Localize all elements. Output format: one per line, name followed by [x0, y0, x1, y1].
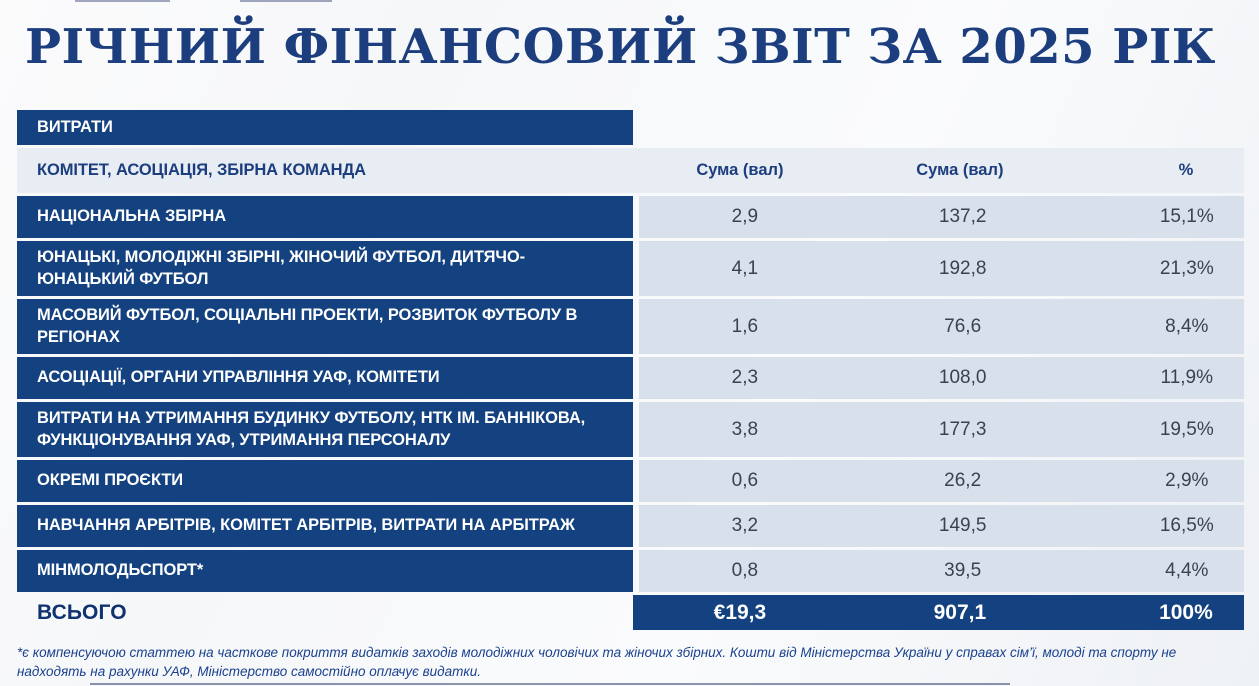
- row-value-sum-1: 3,2: [731, 515, 759, 537]
- row-value-sum-1: 0,6: [731, 470, 759, 492]
- top-edge-line: [240, 0, 332, 2]
- table-row: АСОЦІАЦІЇ, ОРГАНИ УПРАВЛІННЯ УАФ, КОМІТЕ…: [17, 357, 1244, 400]
- row-header-label: КОМІТЕТ, АСОЦІАЦІЯ, ЗБІРНА КОМАНДА: [37, 160, 366, 179]
- row-label: НАВЧАННЯ АРБІТРІВ, КОМІТЕТ АРБІТРІВ, ВИТ…: [17, 505, 633, 548]
- section-header-label: ВИТРАТИ: [17, 110, 633, 146]
- total-label: ВСЬОГО: [37, 600, 127, 624]
- row-value-percent: 2,9%: [1165, 470, 1209, 492]
- row-value-percent: 8,4%: [1165, 315, 1209, 337]
- row-label: МІНМОЛОДЬСПОРТ*: [17, 550, 633, 593]
- row-value-sum-1: 1,6: [731, 315, 759, 337]
- column-header-sum-1: Сума (вал): [696, 161, 784, 180]
- row-value-sum-2: 39,5: [944, 560, 982, 582]
- page-title: РІЧНИЙ ФІНАНСОВИЙ ЗВІТ ЗА 2025 РІК: [25, 19, 1216, 75]
- table-row: НАВЧАННЯ АРБІТРІВ, КОМІТЕТ АРБІТРІВ, ВИТ…: [17, 505, 1244, 548]
- row-value-sum-2: 177,3: [938, 418, 987, 440]
- total-value-sum-1: €19,3: [713, 600, 767, 624]
- total-value-percent: 100%: [1159, 600, 1213, 624]
- row-label: МАСОВИЙ ФУТБОЛ, СОЦІАЛЬНІ ПРОЕКТИ, РОЗВИ…: [17, 299, 633, 355]
- table-row: ВИТРАТИ НА УТРИМАННЯ БУДИНКУ ФУТБОЛУ, НТ…: [17, 402, 1244, 458]
- expenses-table: ВИТРАТИ КОМІТЕТ, АСОЦІАЦІЯ, ЗБІРНА КОМАН…: [17, 110, 1244, 631]
- row-value-sum-1: 2,9: [731, 206, 759, 228]
- table-row: МАСОВИЙ ФУТБОЛ, СОЦІАЛЬНІ ПРОЕКТИ, РОЗВИ…: [17, 299, 1244, 355]
- row-label: ОКРЕМІ ПРОЄКТИ: [17, 460, 633, 503]
- column-header-percent: %: [1178, 161, 1194, 180]
- footnote: *є компенсуючою статтею на часткове покр…: [17, 645, 1177, 680]
- row-value-sum-2: 76,6: [944, 315, 982, 337]
- row-value-percent: 15,1%: [1159, 206, 1214, 228]
- row-value-sum-1: 3,8: [731, 418, 759, 440]
- top-edge-line: [75, 0, 170, 2]
- row-label: ВИТРАТИ НА УТРИМАННЯ БУДИНКУ ФУТБОЛУ, НТ…: [17, 402, 633, 458]
- row-value-percent: 11,9%: [1160, 367, 1214, 389]
- row-value-sum-1: 0,8: [731, 560, 759, 582]
- row-value-sum-2: 137,2: [938, 206, 987, 228]
- table-row: НАЦІОНАЛЬНА ЗБІРНА 2,9 137,2 15,1%: [17, 196, 1244, 239]
- row-label: НАЦІОНАЛЬНА ЗБІРНА: [17, 196, 633, 239]
- row-value-sum-1: 2,3: [731, 367, 759, 389]
- bottom-edge-line: [90, 683, 1010, 685]
- table-column-header-row: КОМІТЕТ, АСОЦІАЦІЯ, ЗБІРНА КОМАНДА Сума …: [17, 148, 1244, 194]
- row-value-percent: 4,4%: [1165, 560, 1209, 582]
- total-value-sum-2: 907,1: [933, 600, 987, 624]
- section-header-spacer: [639, 110, 1244, 145]
- table-row: МІНМОЛОДЬСПОРТ* 0,8 39,5 4,4%: [17, 550, 1244, 593]
- row-value-percent: 16,5%: [1159, 515, 1214, 537]
- row-value-sum-2: 149,5: [938, 515, 987, 537]
- row-label: АСОЦІАЦІЇ, ОРГАНИ УПРАВЛІННЯ УАФ, КОМІТЕ…: [17, 357, 633, 400]
- column-header-sum-2: Сума (вал): [916, 161, 1004, 180]
- row-value-sum-2: 26,2: [944, 470, 982, 492]
- row-label: ЮНАЦЬКІ, МОЛОДІЖНІ ЗБІРНІ, ЖІНОЧИЙ ФУТБО…: [17, 241, 633, 297]
- table-total-row: ВСЬОГО €19,3 907,1 100%: [17, 595, 1244, 631]
- row-value-percent: 19,5%: [1159, 418, 1214, 440]
- row-value-sum-2: 108,0: [938, 367, 987, 389]
- row-value-percent: 21,3%: [1159, 257, 1214, 279]
- row-value-sum-1: 4,1: [731, 257, 759, 279]
- row-value-sum-2: 192,8: [938, 257, 987, 279]
- table-row: ЮНАЦЬКІ, МОЛОДІЖНІ ЗБІРНІ, ЖІНОЧИЙ ФУТБО…: [17, 241, 1244, 297]
- table-section-header: ВИТРАТИ: [17, 110, 1244, 146]
- table-row: ОКРЕМІ ПРОЄКТИ 0,6 26,2 2,9%: [17, 460, 1244, 503]
